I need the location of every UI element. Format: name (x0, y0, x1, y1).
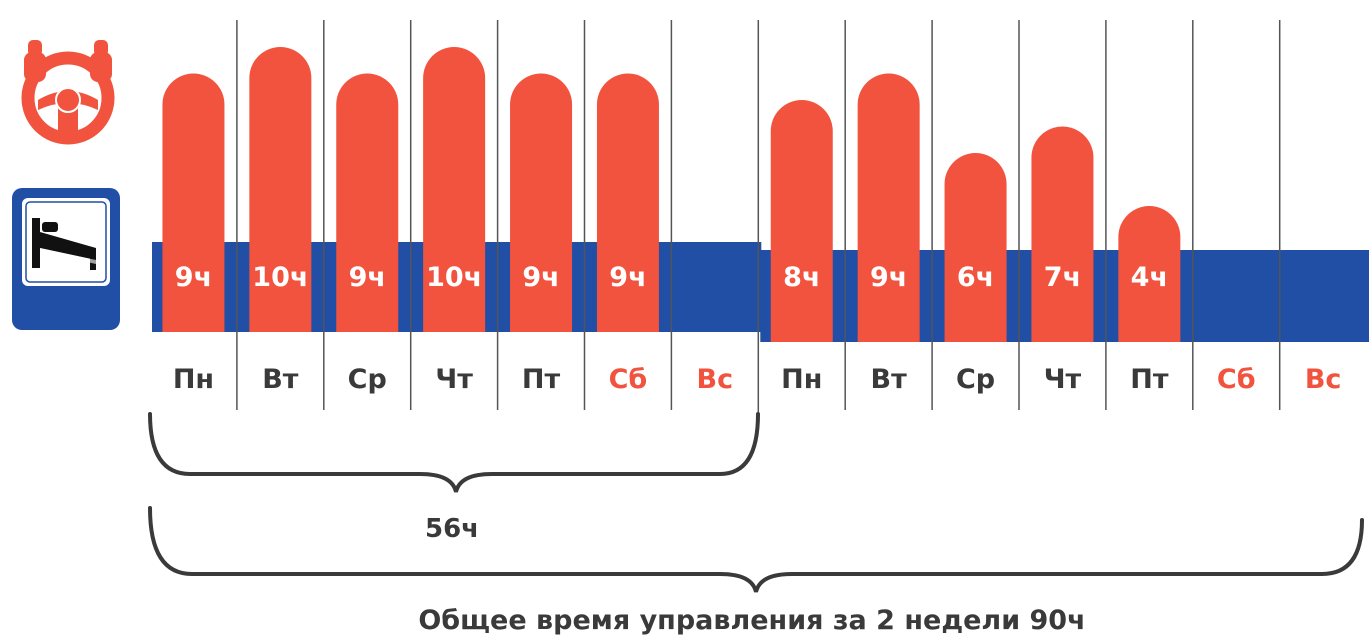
driving-bar (770, 99, 833, 342)
bar-value-label: 10ч (426, 262, 482, 293)
day-label: Вт (871, 364, 908, 395)
bar-value-label: 9ч (349, 262, 386, 293)
driving-bar (944, 153, 1007, 342)
day-label: Сб (609, 364, 648, 395)
day-label: Ср (956, 364, 995, 395)
bar-value-label: 9ч (609, 262, 646, 293)
day-label: Ср (348, 364, 387, 395)
bar-value-label: 9ч (175, 262, 212, 293)
two-week-bracket (148, 506, 1364, 593)
day-label: Чт (1044, 364, 1082, 395)
day-label: Пн (781, 364, 822, 395)
day-label: Вс (697, 364, 734, 395)
driving-bar (249, 47, 312, 332)
week1-total-label: 56ч (425, 514, 479, 544)
driving-bar (336, 73, 399, 332)
day-label: Пт (522, 364, 561, 395)
day-label: Вт (262, 364, 299, 395)
day-label: Сб (1217, 364, 1256, 395)
driving-bar (857, 73, 920, 342)
week1-bracket (148, 412, 760, 493)
steering-wheel-icon (16, 38, 120, 148)
driving-bar (596, 73, 659, 332)
driving-bar (1031, 126, 1094, 342)
bar-value-label: 10ч (252, 262, 308, 293)
day-label: Чт (435, 364, 473, 395)
bar-value-label: 7ч (1044, 262, 1081, 293)
rest-band-segment (1281, 250, 1369, 342)
rest-band-segment (673, 242, 762, 332)
bar-value-label: 6ч (957, 262, 994, 293)
day-label: Пт (1130, 364, 1169, 395)
day-label: Пн (173, 364, 214, 395)
bar-value-label: 9ч (522, 262, 559, 293)
day-label: Вс (1305, 364, 1342, 395)
bar-value-label: 9ч (870, 262, 907, 293)
bar-value-label: 8ч (783, 262, 820, 293)
bed-icon (12, 188, 120, 330)
two-week-total-caption: Общее время управления за 2 недели 90ч (418, 605, 1085, 636)
bar-value-label: 4ч (1131, 262, 1168, 293)
driving-bar (1118, 206, 1181, 342)
rest-band-segment (1194, 250, 1283, 342)
driving-bar (510, 73, 573, 332)
driving-bar (162, 73, 225, 332)
driving-bar (423, 47, 486, 332)
